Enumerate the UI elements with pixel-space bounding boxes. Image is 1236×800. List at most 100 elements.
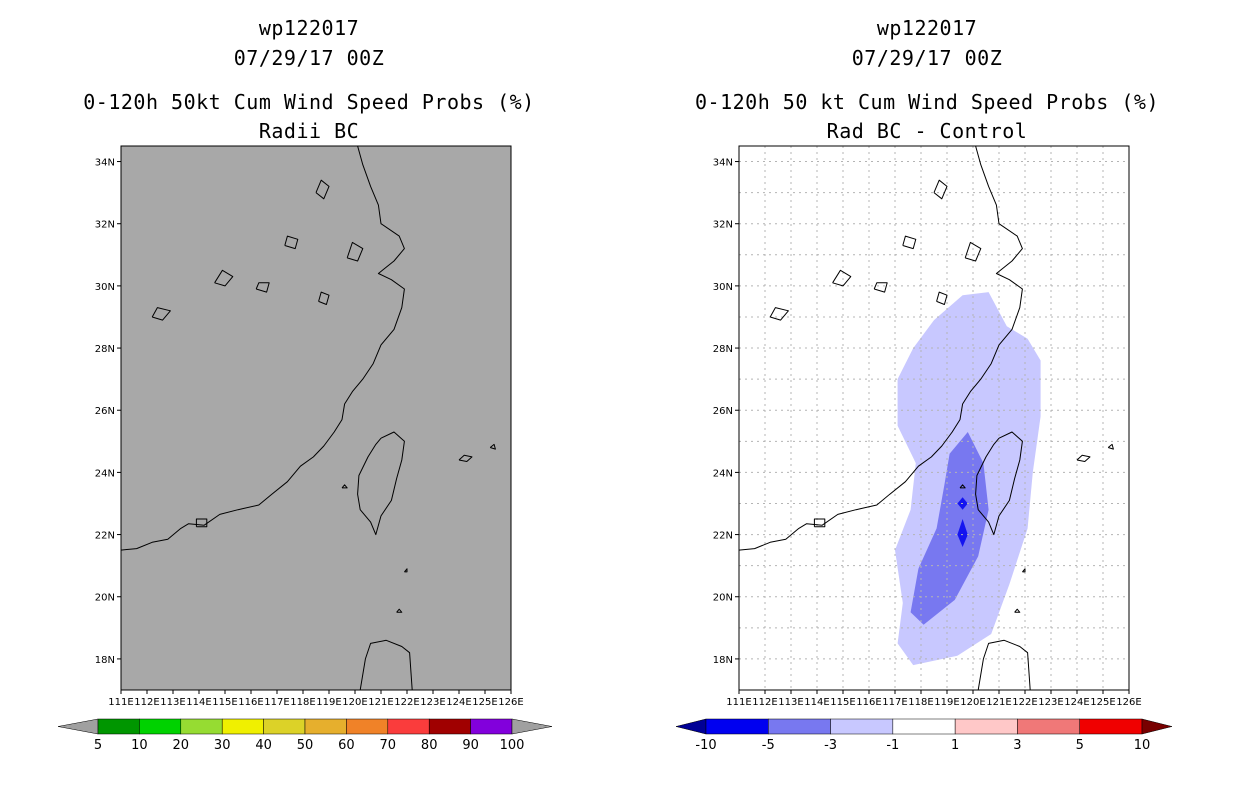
lon-tick-label: 124E [446,697,471,708]
coastline-island [933,179,948,200]
coastline-island [318,291,330,305]
colorbar-label: 5 [1076,738,1084,753]
coastline-island [832,269,852,287]
lon-tick-label: 116E [238,697,263,708]
colorbar-label: 1 [951,738,959,753]
colorbar-swatch [428,718,471,735]
coastline-mainland [120,145,405,551]
lon-tick-label: 115E [212,697,237,708]
panel-rad-bc-minus-control: wp122017 07/29/17 00Z 0-120h 50 kt Cum W… [618,0,1236,800]
colorbar-label: 60 [338,738,355,753]
lat-tick-label: 26N [95,406,115,417]
colorbar-swatch [1017,718,1080,735]
colorbar-label: 50 [297,738,314,753]
lat-tick-label: 32N [713,220,733,231]
colorbar-label: 5 [94,738,102,753]
storm-id-title: wp122017 [876,16,978,40]
lon-tick-label: 119E [316,697,341,708]
coastline-taiwan [975,431,1023,536]
coastline-island [1022,568,1026,573]
lat-tick-label: 34N [95,158,115,169]
datetime-title: 07/29/17 00Z [233,46,385,70]
lon-tick-label: 113E [160,697,185,708]
lat-tick-label: 20N [713,593,733,604]
datetime-title: 07/29/17 00Z [851,46,1003,70]
coastline-mainland [738,145,1023,551]
lat-tick-label: 30N [713,282,733,293]
lon-tick-label: 111E [108,697,133,708]
coastline-island [284,235,299,250]
lon-tick-label: 113E [778,697,803,708]
lon-tick-label: 126E [498,697,523,708]
lon-tick-label: 123E [1038,697,1063,708]
colorbar-label: 10 [131,738,148,753]
colorbar-label: -3 [824,738,837,753]
coastline-island [964,241,982,262]
colorbar-swatch [830,718,894,735]
lon-tick-label: 122E [1012,697,1037,708]
colorbar-swatch [346,718,389,735]
lat-tick-label: 28N [95,344,115,355]
coastline-island [902,235,917,250]
colorbar-swatch [892,718,956,735]
coastline-island [936,291,948,305]
colorbar-swatch [387,718,430,735]
lon-tick-label: 117E [882,697,907,708]
map-frame [120,145,512,691]
lon-tick-label: 120E [342,697,367,708]
colorbar-under-arrow [57,718,99,735]
colorbar-swatch [705,718,769,735]
lat-tick-label: 30N [95,282,115,293]
coastline-island [1107,443,1114,450]
coastline-island [489,443,496,450]
colorbar-over-arrow [511,718,553,735]
lon-tick-label: 112E [134,697,159,708]
colorbar-label: 70 [380,738,397,753]
lat-tick-label: 18N [713,655,733,666]
lon-tick-label: 115E [830,697,855,708]
coastline-island [195,518,208,528]
coastline-island [813,518,826,528]
subtitle: Rad BC - Control [826,119,1028,143]
colorbar-label: 80 [421,738,438,753]
coastline-island [151,307,171,321]
colorbar-label: 30 [214,738,231,753]
coastline-island [458,454,473,462]
colorbar-swatch [221,718,264,735]
colorbar-swatch [470,718,513,735]
lat-tick-label: 34N [713,158,733,169]
lon-tick-label: 126E [1116,697,1141,708]
lon-tick-label: 112E [752,697,777,708]
storm-id-title: wp122017 [258,16,360,40]
lat-tick-label: 28N [713,344,733,355]
coastline-island [1076,454,1091,462]
colorbar-label: -5 [762,738,775,753]
lat-tick-label: 18N [95,655,115,666]
coastline-luzon [977,639,1031,691]
colorbar-swatch [263,718,306,735]
lon-tick-label: 114E [186,697,211,708]
lon-tick-label: 125E [1090,697,1115,708]
lon-tick-label: 117E [264,697,289,708]
coastline-island [959,484,966,489]
coastline-island [341,484,348,489]
product-title: 0-120h 50 kt Cum Wind Speed Probs (%) [694,90,1160,114]
subtitle: Radii BC [258,119,360,143]
coastline-island [214,269,234,287]
colorbar-swatch [1079,718,1143,735]
lat-tick-label: 22N [95,531,115,542]
lon-tick-label: 123E [420,697,445,708]
colorbar-label: 100 [500,738,525,753]
coastline-island [404,568,408,573]
panel-radii-bc: wp122017 07/29/17 00Z 0-120h 50kt Cum Wi… [57,16,553,753]
coastline-island [1014,608,1021,613]
coastline-island [346,241,364,262]
lon-tick-label: 111E [726,697,751,708]
colorbar-swatch [768,718,831,735]
coastline-island [769,307,789,321]
lon-tick-label: 118E [290,697,315,708]
lon-tick-label: 125E [472,697,497,708]
product-title: 0-120h 50kt Cum Wind Speed Probs (%) [83,90,535,114]
coastline-luzon [359,639,413,691]
